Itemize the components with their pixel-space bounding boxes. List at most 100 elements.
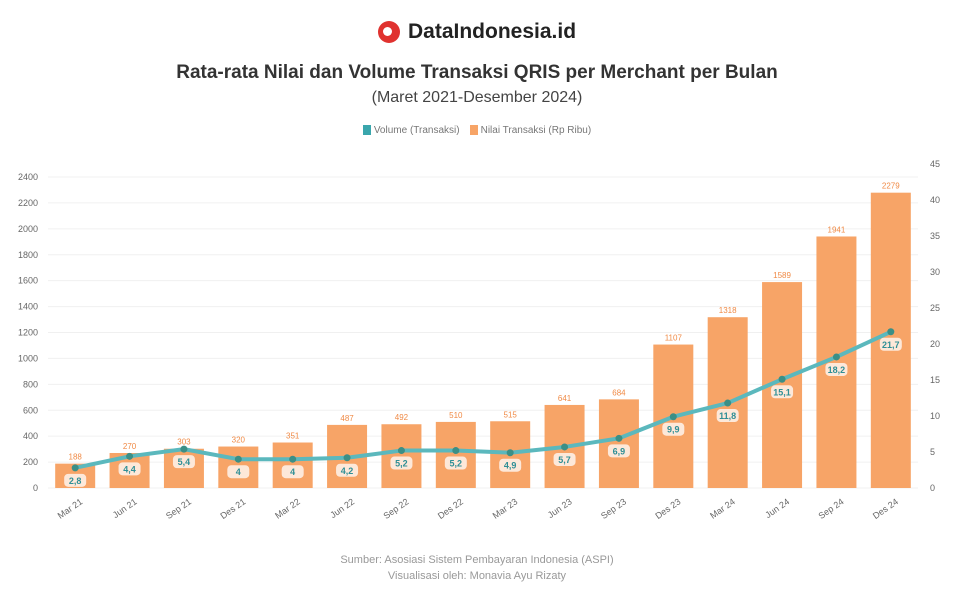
- y-left-tick: 400: [23, 431, 38, 441]
- bar-data-label: 515: [504, 410, 518, 419]
- x-tick-label: Sep 23: [599, 496, 628, 521]
- logo-icon: [377, 21, 400, 43]
- source-text: Sumber: Asosiasi Sistem Pembayaran Indon…: [340, 554, 614, 566]
- volume-point: [561, 443, 569, 451]
- volume-data-label: 5,7: [558, 455, 571, 465]
- legend-item-nilai[interactable]: Nilai Transaksi (Rp Ribu): [469, 125, 592, 136]
- volume-label-bg: [607, 444, 630, 458]
- bar-data-label: 487: [340, 414, 354, 423]
- bar-data-label: 684: [612, 388, 626, 397]
- volume-data-label: 11,8: [719, 411, 736, 421]
- y-left-tick: 0: [33, 483, 38, 493]
- bar-data-label: 351: [286, 432, 300, 441]
- volume-point: [832, 353, 840, 361]
- volume-point: [615, 434, 623, 442]
- volume-point: [234, 455, 242, 463]
- bar: [598, 399, 639, 488]
- bar-data-label: 1107: [665, 334, 683, 343]
- volume-data-label: 4: [236, 467, 241, 477]
- chart-title: Rata-rata Nilai dan Volume Transaksi QRI…: [176, 62, 778, 83]
- brand-name: DataIndonesia.id: [407, 20, 577, 43]
- y-right-tick: 35: [930, 231, 940, 241]
- y-left-tick: 800: [23, 379, 38, 389]
- volume-label-bg: [64, 473, 87, 487]
- bar-data-label: 1589: [773, 271, 791, 280]
- x-tick-label: Jun 24: [763, 496, 791, 520]
- volume-point: [506, 449, 514, 457]
- legend-item-volume[interactable]: Volume (Transaksi): [362, 125, 460, 136]
- legend-label-nilai: Nilai Transaksi (Rp Ribu): [480, 125, 592, 136]
- x-tick-label: Mar 23: [491, 496, 520, 520]
- y-left-tick: 1200: [18, 328, 38, 338]
- brand-logo: DataIndonesia.id: [0, 20, 954, 44]
- volume-data-label: 15,1: [773, 387, 791, 397]
- volume-data-label: 6,9: [613, 446, 626, 456]
- volume-data-label: 4,4: [123, 464, 136, 474]
- y-left-tick: 1000: [18, 353, 38, 363]
- volume-label-bg: [553, 452, 576, 466]
- bar-data-label: 188: [69, 453, 83, 462]
- y-left-tick: 200: [23, 457, 38, 467]
- x-tick-label: Mar 22: [273, 496, 302, 520]
- bar-data-label: 1941: [828, 225, 846, 234]
- volume-data-label: 4: [290, 467, 295, 477]
- bar: [435, 421, 476, 488]
- x-tick-label: Des 23: [653, 496, 682, 521]
- volume-point: [724, 399, 732, 407]
- volume-data-label: 18,2: [828, 365, 846, 375]
- x-tick-label: Des 22: [436, 496, 465, 521]
- x-tick-label: Des 21: [218, 496, 247, 521]
- legend-label-volume: Volume (Transaksi): [373, 125, 460, 136]
- bar-data-label: 320: [232, 436, 246, 445]
- y-left-tick: 2400: [18, 172, 38, 182]
- volume-label-bg: [662, 422, 685, 436]
- y-right-tick: 20: [930, 339, 940, 349]
- volume-label-bg: [716, 409, 739, 423]
- volume-data-label: 2,8: [69, 476, 82, 486]
- x-tick-label: Sep 22: [381, 496, 410, 521]
- volume-data-label: 5,4: [178, 457, 191, 467]
- bar: [381, 424, 422, 488]
- y-right-tick: 40: [930, 195, 940, 205]
- x-tick-label: Sep 24: [816, 496, 845, 521]
- volume-label-bg: [281, 465, 304, 479]
- y-right-tick: 30: [930, 267, 940, 277]
- volume-point: [887, 328, 895, 336]
- y-right-tick: 25: [930, 303, 940, 313]
- legend-swatch-nilai: [469, 125, 478, 136]
- volume-data-label: 9,9: [667, 425, 680, 435]
- x-tick-label: Jun 22: [328, 496, 356, 520]
- volume-point: [71, 464, 79, 472]
- y-left-tick: 2000: [18, 224, 38, 234]
- volume-label-bg: [879, 337, 902, 351]
- volume-point: [289, 455, 297, 463]
- y-right-tick: 0: [930, 483, 935, 493]
- chart-subtitle: (Maret 2021-Desember 2024): [371, 89, 583, 106]
- legend-swatch-volume: [362, 125, 371, 136]
- y-left-tick: 600: [23, 405, 38, 415]
- volume-data-label: 5,2: [450, 459, 463, 469]
- volume-label-bg: [444, 456, 467, 470]
- volume-label-bg: [771, 385, 794, 399]
- volume-point: [669, 413, 677, 421]
- volume-point: [452, 447, 460, 455]
- y-left-tick: 2200: [18, 198, 38, 208]
- volume-label-bg: [390, 456, 413, 470]
- volume-data-label: 21,7: [882, 340, 900, 350]
- y-left-tick: 1600: [18, 276, 38, 286]
- volume-point: [397, 447, 405, 455]
- credit-text: Visualisasi oleh: Monavia Ayu Rizaty: [387, 570, 567, 582]
- volume-label-bg: [825, 362, 848, 376]
- volume-label-bg: [118, 462, 141, 476]
- volume-label-bg: [172, 455, 195, 469]
- footer: Sumber: Asosiasi Sistem Pembayaran Indon…: [0, 552, 954, 584]
- volume-line: [74, 329, 892, 470]
- x-tick-label: Mar 24: [708, 496, 737, 520]
- y-left-tick: 1400: [18, 302, 38, 312]
- volume-data-label: 4,2: [341, 466, 354, 476]
- legend: Volume (Transaksi) Nilai Transaksi (Rp R…: [0, 125, 954, 136]
- y-right-tick: 10: [930, 411, 940, 421]
- y-right-tick: 15: [930, 375, 940, 385]
- volume-point: [778, 375, 786, 383]
